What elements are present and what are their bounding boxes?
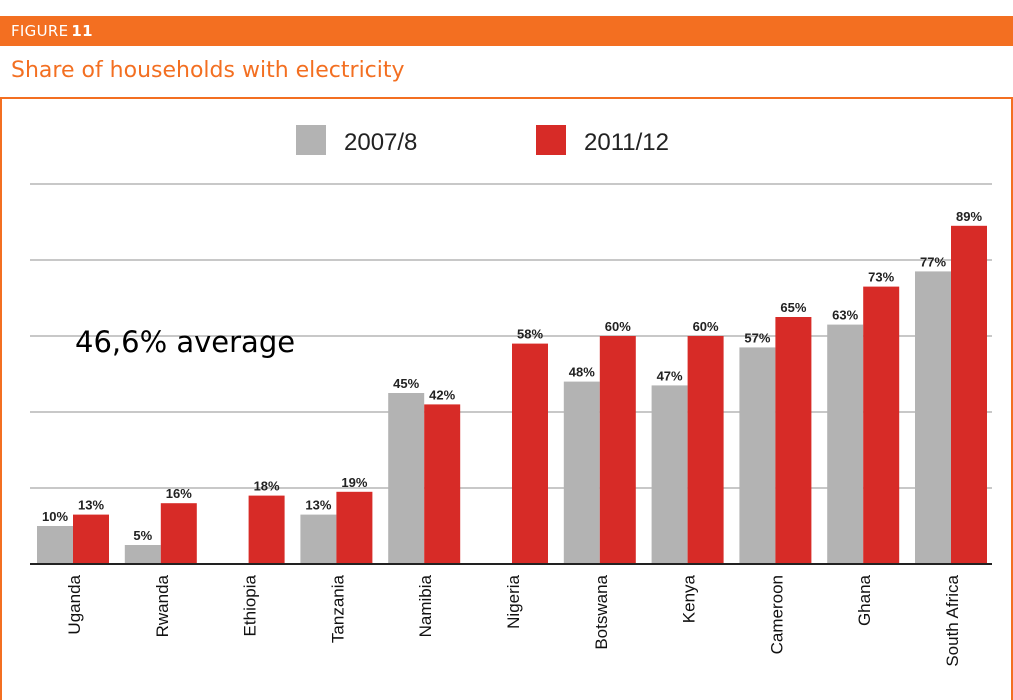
category-label: Cameroon: [767, 575, 786, 654]
category-labels: Uganda Rwanda Ethiopia Tanzania Namibia Niger…: [65, 574, 962, 666]
bar: [300, 514, 337, 564]
bar: [915, 271, 951, 564]
value-label: 60%: [605, 319, 631, 334]
bar: [863, 286, 900, 564]
bar: [739, 347, 776, 564]
bar: [424, 404, 461, 564]
bar: [599, 336, 636, 564]
value-label: 57%: [744, 330, 770, 345]
value-label: 73%: [868, 270, 894, 285]
value-label: 19%: [341, 475, 367, 490]
value-label: 48%: [569, 365, 595, 380]
value-label: 65%: [780, 300, 806, 315]
category-label: Kenya: [680, 574, 699, 623]
figure-header-bar: FIGURE 11: [0, 16, 1013, 46]
category-label: Ghana: [855, 574, 874, 626]
bar: [687, 336, 724, 564]
bar: [248, 495, 285, 564]
bar: [512, 343, 548, 564]
value-label: 58%: [517, 327, 543, 342]
category-label: South Africa: [943, 574, 962, 666]
value-label: 77%: [920, 254, 946, 269]
category-label: Ethiopia: [241, 574, 260, 636]
category-label: Tanzania: [328, 574, 347, 643]
bar: [160, 503, 197, 564]
legend-label: 2011/12: [584, 129, 669, 156]
bar: [124, 545, 161, 564]
figure-number: 11: [71, 22, 93, 40]
value-label: 16%: [166, 486, 192, 501]
value-label: 47%: [657, 368, 683, 383]
bar: [73, 514, 109, 564]
bar: [563, 381, 600, 564]
figure-word: FIGURE: [11, 22, 69, 40]
bars: [37, 225, 987, 565]
bar: [336, 491, 373, 564]
category-label: Uganda: [65, 574, 84, 634]
value-label: 13%: [78, 498, 104, 513]
title-divider: [0, 97, 1013, 99]
category-label: Nigeria: [504, 574, 523, 628]
bar: [651, 385, 688, 564]
value-label: 60%: [693, 319, 719, 334]
legend-swatch: [536, 125, 566, 155]
frame-left-border: [0, 97, 2, 700]
bar: [37, 526, 73, 564]
legend: 2007/8 2011/12: [296, 125, 669, 156]
bar: [775, 317, 812, 564]
category-label: Botswana: [592, 574, 611, 649]
chart-title: Share of households with electricity: [11, 58, 405, 83]
category-label: Namibia: [416, 574, 435, 637]
bar: [827, 324, 864, 564]
bar: [388, 393, 425, 564]
bar: [951, 225, 987, 565]
legend-swatch: [296, 125, 326, 155]
value-label: 10%: [42, 509, 68, 524]
value-labels: 10% 13% 5% 16% 18% 13% 19% 45% 42% 58% 48% 60% 47% 60…: [42, 209, 982, 543]
value-label: 5%: [133, 528, 152, 543]
value-label: 18%: [254, 479, 280, 494]
legend-label: 2007/8: [344, 129, 417, 156]
value-label: 89%: [956, 209, 982, 224]
value-label: 45%: [393, 376, 419, 391]
average-annotation: 46,6% average: [75, 325, 295, 359]
value-label: 13%: [305, 498, 331, 513]
value-label: 63%: [832, 308, 858, 323]
figure-label: FIGURE 11: [11, 22, 93, 40]
category-label: Rwanda: [153, 574, 172, 637]
value-label: 42%: [429, 387, 455, 402]
frame-right-border: [1011, 97, 1013, 700]
